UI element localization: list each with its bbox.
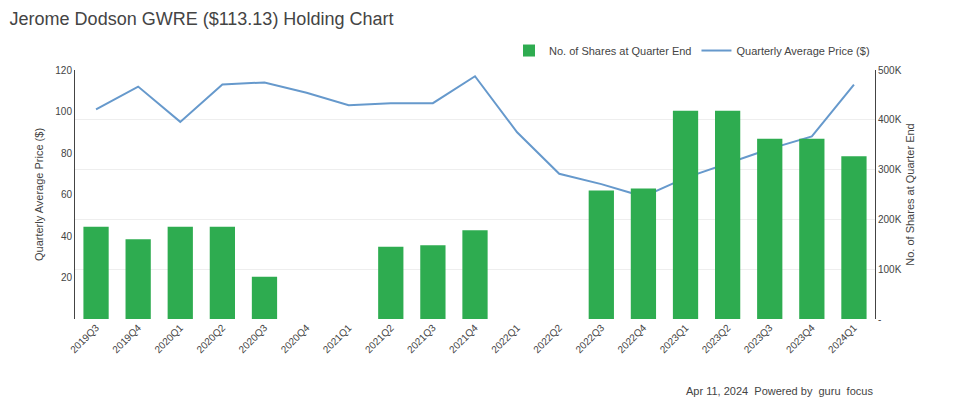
svg-text:80: 80 bbox=[61, 148, 73, 159]
svg-text:No. of Shares at Quarter End: No. of Shares at Quarter End bbox=[549, 45, 691, 57]
svg-text:2021Q3: 2021Q3 bbox=[405, 322, 438, 355]
svg-text:Quarterly Average Price ($): Quarterly Average Price ($) bbox=[736, 45, 869, 57]
svg-text:120: 120 bbox=[55, 65, 72, 76]
svg-text:2019Q4: 2019Q4 bbox=[110, 322, 143, 355]
svg-text:-: - bbox=[878, 314, 881, 325]
svg-text:2023Q1: 2023Q1 bbox=[658, 322, 691, 355]
svg-text:2022Q3: 2022Q3 bbox=[573, 322, 606, 355]
svg-text:100K: 100K bbox=[878, 264, 902, 275]
svg-text:2022Q4: 2022Q4 bbox=[615, 322, 648, 355]
svg-text:200K: 200K bbox=[878, 214, 902, 225]
svg-text:No. of Shares at Quarter End: No. of Shares at Quarter End bbox=[904, 123, 916, 265]
svg-text:2021Q2: 2021Q2 bbox=[363, 322, 396, 355]
svg-text:40: 40 bbox=[61, 231, 73, 242]
svg-text:500K: 500K bbox=[878, 65, 902, 76]
svg-text:Quarterly Average Price ($): Quarterly Average Price ($) bbox=[33, 128, 45, 261]
svg-text:2019Q3: 2019Q3 bbox=[68, 322, 101, 355]
svg-text:300K: 300K bbox=[878, 164, 902, 175]
svg-text:2021Q4: 2021Q4 bbox=[447, 322, 480, 355]
svg-text:Jerome Dodson GWRE ($113.13) H: Jerome Dodson GWRE ($113.13) Holding Cha… bbox=[10, 9, 394, 29]
svg-text:2020Q4: 2020Q4 bbox=[279, 322, 312, 355]
svg-text:2023Q2: 2023Q2 bbox=[700, 322, 733, 355]
svg-text:2023Q4: 2023Q4 bbox=[784, 322, 817, 355]
svg-text:Apr 11, 2024 Powered by guru: Apr 11, 2024 Powered by guru focus bbox=[686, 385, 873, 397]
svg-text:2020Q1: 2020Q1 bbox=[152, 322, 185, 355]
svg-text:100: 100 bbox=[55, 106, 72, 117]
svg-text:20: 20 bbox=[61, 272, 73, 283]
svg-text:2022Q2: 2022Q2 bbox=[531, 322, 564, 355]
svg-text:2024Q1: 2024Q1 bbox=[826, 322, 859, 355]
svg-text:2020Q3: 2020Q3 bbox=[236, 322, 269, 355]
svg-text:2021Q1: 2021Q1 bbox=[321, 322, 354, 355]
svg-text:400K: 400K bbox=[878, 114, 902, 125]
svg-text:60: 60 bbox=[61, 189, 73, 200]
svg-text:2020Q2: 2020Q2 bbox=[194, 322, 227, 355]
svg-text:2023Q3: 2023Q3 bbox=[742, 322, 775, 355]
svg-text:2022Q1: 2022Q1 bbox=[489, 322, 522, 355]
